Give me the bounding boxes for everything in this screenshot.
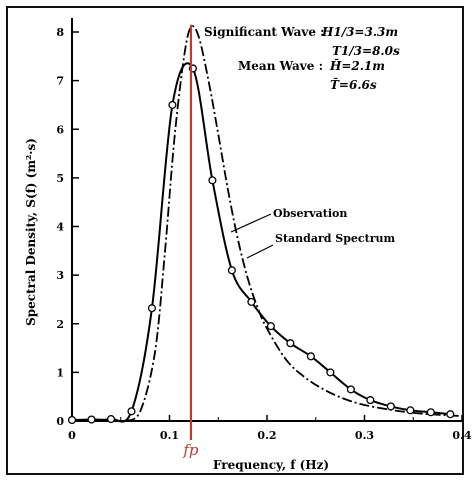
x-tick-label: 0.4 <box>452 429 471 442</box>
x-tick-label: 0.1 <box>160 429 179 442</box>
legend-standard-label: Standard Spectrum <box>275 232 395 245</box>
observation-point <box>247 297 256 306</box>
legend-standard-leader <box>246 244 274 259</box>
observation-point <box>106 415 116 424</box>
standard-spectrum-line <box>125 25 463 422</box>
observation-point <box>346 385 355 394</box>
observation-point <box>227 266 236 275</box>
legend-observation-label: Observation <box>273 207 347 220</box>
y-tick-label: 4 <box>56 221 64 234</box>
y-tick-label: 0 <box>56 415 64 428</box>
observation-point <box>286 339 295 348</box>
observation-point <box>306 352 315 361</box>
significant-wave-period: T1/3=8.0s <box>332 44 400 58</box>
observation-line <box>71 62 451 423</box>
observation-point <box>127 407 136 416</box>
axes <box>71 18 462 422</box>
observation-point <box>426 408 435 417</box>
y-tick-label: 8 <box>56 26 64 39</box>
y-tick-label: 7 <box>56 75 64 88</box>
mean-wave-label: Mean Wave : <box>238 59 323 73</box>
x-tick-label: 0.2 <box>257 429 276 442</box>
chart-frame <box>6 6 464 475</box>
observation-point <box>326 368 335 377</box>
observation-series <box>67 62 455 425</box>
y-tick-label: 3 <box>56 269 64 282</box>
observation-point <box>208 176 217 185</box>
standard-spectrum-series <box>125 25 463 422</box>
observation-point <box>147 304 157 313</box>
y-tick-label: 2 <box>56 318 64 331</box>
x-axis-title: Frequency, f (Hz) <box>213 458 329 472</box>
y-tick-label: 5 <box>56 172 64 185</box>
x-tick-label: 0.3 <box>355 429 374 442</box>
legend-observation-leader <box>230 213 272 233</box>
observation-point <box>266 322 275 331</box>
observation-point <box>366 396 375 405</box>
x-tick-label: 0 <box>68 429 76 442</box>
observation-point <box>386 402 395 411</box>
significant-wave-height: H1/3=3.3m <box>321 25 398 39</box>
y-tick-label: 6 <box>56 123 64 136</box>
observation-point <box>446 410 455 419</box>
observation-point <box>406 406 415 415</box>
observation-point <box>67 415 77 425</box>
mean-wave-period: T̄=6.6s <box>330 76 377 92</box>
observation-point <box>87 415 96 424</box>
fp-label: fp <box>182 441 199 459</box>
significant-wave-label: Significant Wave : <box>204 25 325 39</box>
observation-point <box>168 100 177 109</box>
ticks: 0 1 2 3 4 5 6 7 8 0 0.1 0.2 0.3 0.4 <box>56 26 472 442</box>
y-axis-title: Spectral Density, S(f) (m²·s) <box>24 138 38 326</box>
mean-wave-height: H̄=2.1m <box>329 57 385 73</box>
y-tick-label: 1 <box>56 366 64 379</box>
